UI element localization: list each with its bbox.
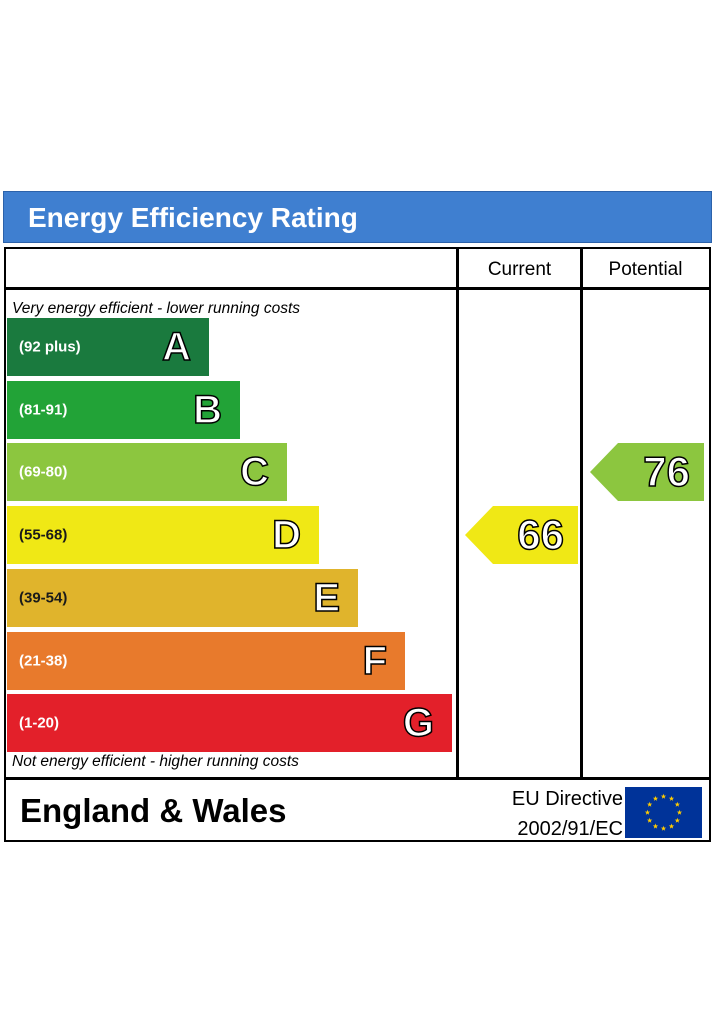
band-a: (92 plus) A xyxy=(7,318,209,376)
potential-rating-value: 76 xyxy=(643,448,691,495)
current-arrow-shape xyxy=(465,506,578,564)
band-b: (81-91) B xyxy=(7,381,240,439)
eu-star xyxy=(674,817,681,823)
current-column-header: Current xyxy=(487,259,552,280)
current-column-divider xyxy=(456,249,459,779)
band-letter-label: D xyxy=(271,513,301,557)
band-range-label: (1-20) xyxy=(19,714,60,732)
eu-star xyxy=(660,825,667,831)
band-c: (69-80) C xyxy=(7,443,287,501)
eu-star xyxy=(668,823,675,829)
eu-star xyxy=(676,809,683,815)
rating-frame xyxy=(4,247,711,842)
header-row-divider xyxy=(5,287,710,290)
header-bar: Energy Efficiency Rating xyxy=(3,191,712,243)
eu-star xyxy=(652,795,659,801)
eu-star xyxy=(660,793,667,799)
eu-star xyxy=(646,817,653,823)
band-range-label: (21-38) xyxy=(19,652,68,670)
chart-title: Energy Efficiency Rating xyxy=(28,202,358,233)
band-range-label: (92 plus) xyxy=(19,338,81,356)
current-rating-value: 66 xyxy=(517,511,565,558)
band-range-label: (55-68) xyxy=(19,526,68,544)
potential-column-header: Potential xyxy=(608,259,683,280)
eu-star xyxy=(668,795,675,801)
top-note: Very energy efficient - lower running co… xyxy=(12,300,301,317)
eu-star xyxy=(646,801,653,807)
potential-column-divider xyxy=(580,249,583,779)
band-range-label: (39-54) xyxy=(19,589,68,607)
footer-row-divider xyxy=(5,777,710,780)
bottom-note: Not energy efficient - higher running co… xyxy=(12,753,299,770)
potential-arrow-shape xyxy=(590,443,704,501)
eu-star xyxy=(652,823,659,829)
band-letter-label: A xyxy=(161,325,191,369)
current-arrow: 66 xyxy=(465,506,578,564)
band-letter-label: B xyxy=(192,388,222,432)
band-letter-label: G xyxy=(402,701,435,745)
eu-star xyxy=(644,809,651,815)
eu-flag-icon xyxy=(625,787,702,838)
band-letter-label: E xyxy=(313,576,341,620)
eu-star xyxy=(674,801,681,807)
band-e: (39-54) E xyxy=(7,569,358,627)
band-letter-label: F xyxy=(362,639,388,683)
band-range-label: (69-80) xyxy=(19,463,68,481)
band-range-label: (81-91) xyxy=(19,401,68,419)
band-f: (21-38) F xyxy=(7,632,405,690)
footer-country: England & Wales xyxy=(20,792,287,829)
potential-arrow: 76 xyxy=(590,443,704,501)
directive-line-2: 2002/91/EC xyxy=(517,818,623,840)
band-d: (55-68) D xyxy=(7,506,319,564)
band-letter-label: C xyxy=(239,450,269,494)
band-g: (1-20) G xyxy=(7,694,452,752)
directive-line-1: EU Directive xyxy=(511,788,623,810)
